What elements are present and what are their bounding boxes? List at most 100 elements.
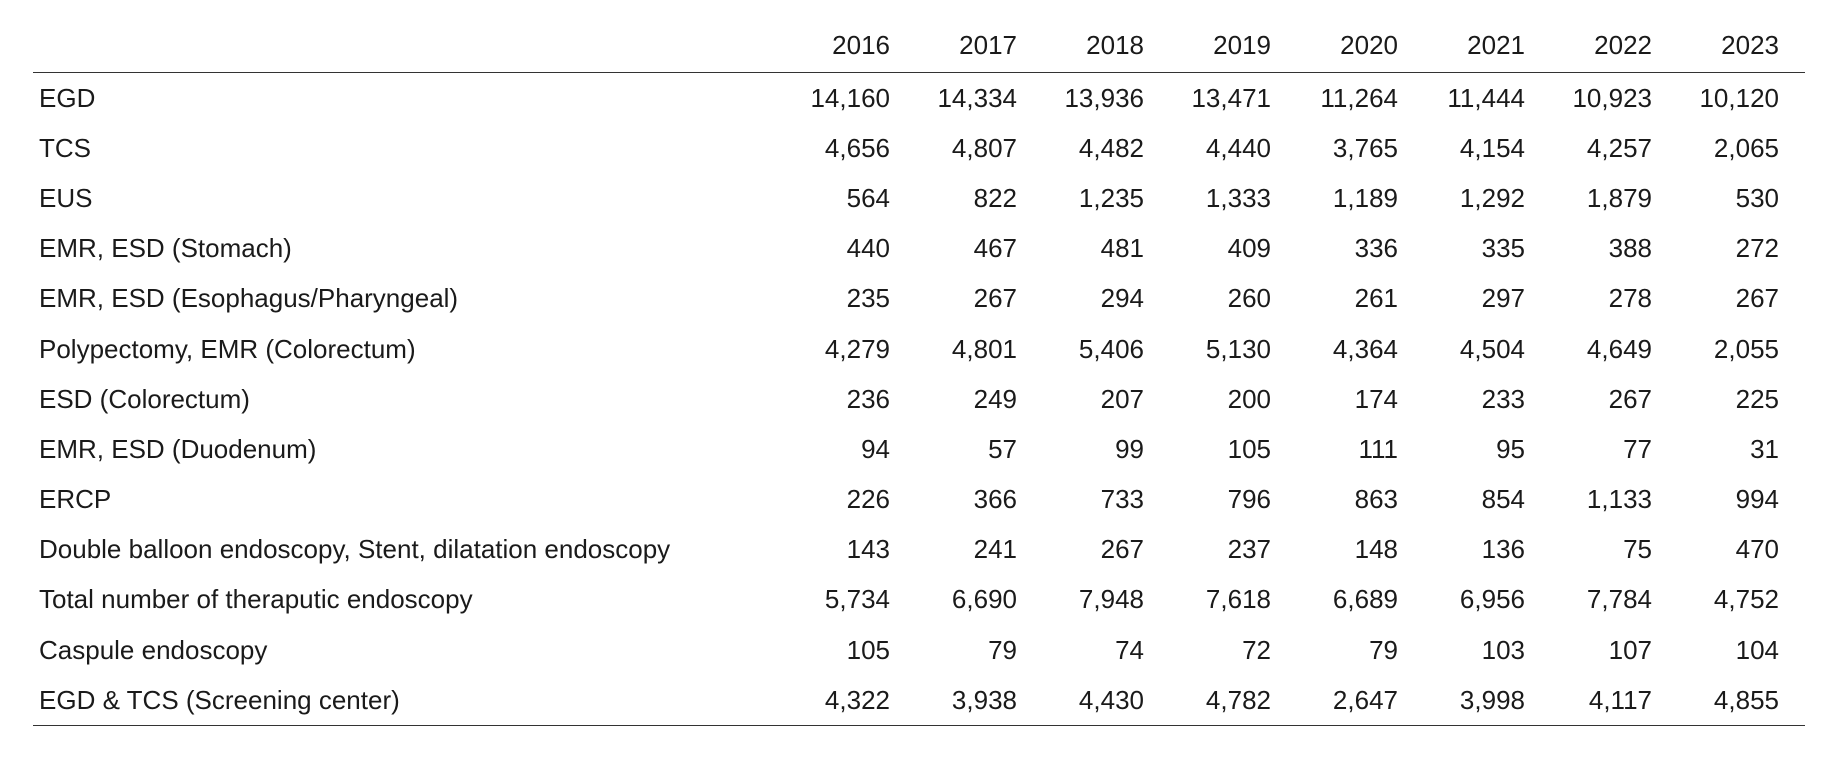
table-cell-value: 409 xyxy=(1227,233,1271,264)
table-cell-value: 4,504 xyxy=(1459,333,1525,364)
table-cell-value: 4,801 xyxy=(951,333,1017,364)
table-cell-value: 95 xyxy=(1496,433,1525,464)
row-label: Total number of theraputic endoscopy xyxy=(39,584,473,615)
table-cell-value: 4,807 xyxy=(951,132,1017,163)
table-row: EGD 14,160 14,334 13,936 13,471 11,264 11,444 1… xyxy=(33,73,1805,124)
table-cell-value: 3,765 xyxy=(1332,132,1398,163)
table-header: 2016 2017 2018 2019 2020 2021 2022 2023 xyxy=(33,18,1805,73)
table-cell-value: 11,264 xyxy=(1320,82,1398,113)
table-cell-value: 822 xyxy=(973,182,1017,213)
table-cell-value: 75 xyxy=(1623,534,1652,565)
table-cell-value: 107 xyxy=(1608,634,1652,665)
table-cell-value: 103 xyxy=(1481,634,1525,665)
table-row: EGD & TCS (Screening center) 4,322 3,938 4,… xyxy=(33,675,1805,727)
table-cell-value: 74 xyxy=(1115,634,1144,665)
table-cell-value: 267 xyxy=(1608,383,1652,414)
table-cell-value: 4,322 xyxy=(789,675,916,727)
table-body: EGD 14,160 14,334 13,936 13,471 11,264 11,444 1… xyxy=(33,73,1805,727)
table-cell-value: 94 xyxy=(861,433,890,464)
year-header-2021: 2021 xyxy=(1424,18,1551,73)
table-cell-value: 6,690 xyxy=(951,584,1017,615)
table-cell-value: 854 xyxy=(1481,484,1525,515)
table-cell-value: 207 xyxy=(1100,383,1144,414)
table-row: Caspule endoscopy 105 79 74 72 79 103 107 104 xyxy=(33,625,1805,675)
table-cell-value: 4,440 xyxy=(1205,132,1271,163)
table-cell-value: 143 xyxy=(846,534,890,565)
row-label: Caspule endoscopy xyxy=(39,634,268,665)
table-row: Double balloon endoscopy, Stent, dilatat… xyxy=(33,525,1805,575)
table-row: Polypectomy, EMR (Colorectum) 4,279 4,801 5… xyxy=(33,324,1805,374)
row-label: EMR, ESD (Stomach) xyxy=(39,233,292,264)
year-header-2023: 2023 xyxy=(1678,18,1805,73)
table-cell-value: 4,364 xyxy=(1332,333,1398,364)
endoscopy-statistics-table: 2016 2017 2018 2019 2020 2021 2022 2023 EGD 14,1… xyxy=(33,18,1805,727)
table-cell-value: 733 xyxy=(1100,484,1144,515)
table-row: TCS 4,656 4,807 4,482 4,440 3,765 4,154 4,257 2,… xyxy=(33,123,1805,173)
table-cell-value: 278 xyxy=(1608,283,1652,314)
table-row: ERCP 226 366 733 796 863 854 1,133 994 xyxy=(33,475,1805,525)
table-cell-value: 5,130 xyxy=(1205,333,1271,364)
table-cell-value: 237 xyxy=(1227,534,1271,565)
row-label: ERCP xyxy=(39,484,112,515)
table-cell-value: 336 xyxy=(1354,233,1398,264)
table-cell-value: 467 xyxy=(973,233,1017,264)
table-cell-value: 4,649 xyxy=(1586,333,1652,364)
year-header-2019: 2019 xyxy=(1170,18,1297,73)
year-header-2020: 2020 xyxy=(1297,18,1424,73)
table-cell-value: 481 xyxy=(1100,233,1144,264)
table-cell-value: 366 xyxy=(973,484,1017,515)
table-cell-value: 11,444 xyxy=(1447,82,1525,113)
table-cell-value: 104 xyxy=(1735,634,1779,665)
table-cell-value: 57 xyxy=(988,433,1017,464)
table-cell-value: 1,292 xyxy=(1459,182,1525,213)
table-cell-value: 4,752 xyxy=(1713,584,1779,615)
table-cell-value: 249 xyxy=(973,383,1017,414)
table-cell-value: 233 xyxy=(1481,383,1525,414)
table-cell-value: 79 xyxy=(1369,634,1398,665)
table-cell-value: 111 xyxy=(1358,433,1398,464)
header-corner-cell xyxy=(33,18,789,73)
table-cell-value: 5,734 xyxy=(824,584,890,615)
table-cell-value: 530 xyxy=(1735,182,1779,213)
table-cell-value: 267 xyxy=(1735,283,1779,314)
table-cell-value: 105 xyxy=(846,634,890,665)
row-label: Double balloon endoscopy, Stent, dilatat… xyxy=(39,534,671,565)
table-row: EMR, ESD (Duodenum) 94 57 99 105 111 95 77 31 xyxy=(33,424,1805,474)
table-row: EMR, ESD (Esophagus/Pharyngeal) 235 267 294… xyxy=(33,274,1805,324)
table-cell-value: 4,482 xyxy=(1078,132,1144,163)
row-label: EMR, ESD (Esophagus/Pharyngeal) xyxy=(39,283,459,314)
table-cell-value: 14,160 xyxy=(810,82,890,113)
table-cell-value: 200 xyxy=(1227,383,1271,414)
table-cell-value: 174 xyxy=(1354,383,1398,414)
year-header-2016: 2016 xyxy=(789,18,916,73)
table-cell-value: 4,257 xyxy=(1586,132,1652,163)
table-cell-value: 796 xyxy=(1227,484,1271,515)
table-cell-value: 267 xyxy=(973,283,1017,314)
row-label: EGD & TCS (Screening center) xyxy=(33,675,789,727)
table-cell-value: 13,471 xyxy=(1191,82,1271,113)
table-cell-value: 4,656 xyxy=(824,132,890,163)
table-row: EMR, ESD (Stomach) 440 467 481 409 336 335 388 2… xyxy=(33,224,1805,274)
table-cell-value: 1,235 xyxy=(1078,182,1144,213)
table-cell-value: 10,923 xyxy=(1572,82,1652,113)
endoscopy-table-container: 2016 2017 2018 2019 2020 2021 2022 2023 EGD 14,1… xyxy=(33,18,1805,727)
table-cell-value: 994 xyxy=(1735,484,1779,515)
table-cell-value: 4,782 xyxy=(1170,675,1297,727)
row-label: TCS xyxy=(39,132,91,163)
table-cell-value: 241 xyxy=(973,534,1017,565)
table-cell-value: 236 xyxy=(846,383,890,414)
table-cell-value: 2,055 xyxy=(1713,333,1779,364)
row-label: ESD (Colorectum) xyxy=(39,383,250,414)
table-cell-value: 77 xyxy=(1623,433,1652,464)
table-cell-value: 6,689 xyxy=(1332,584,1398,615)
table-cell-value: 564 xyxy=(846,182,890,213)
table-cell-value: 7,948 xyxy=(1078,584,1144,615)
row-label: EUS xyxy=(39,182,93,213)
table-row: Total number of theraputic endoscopy 5,73… xyxy=(33,575,1805,625)
table-cell-value: 235 xyxy=(846,283,890,314)
table-row: ESD (Colorectum) 236 249 207 200 174 233 267 225 xyxy=(33,374,1805,424)
table-cell-value: 2,065 xyxy=(1713,132,1779,163)
table-cell-value: 4,279 xyxy=(824,333,890,364)
table-cell-value: 6,956 xyxy=(1459,584,1525,615)
table-cell-value: 3,998 xyxy=(1424,675,1551,727)
